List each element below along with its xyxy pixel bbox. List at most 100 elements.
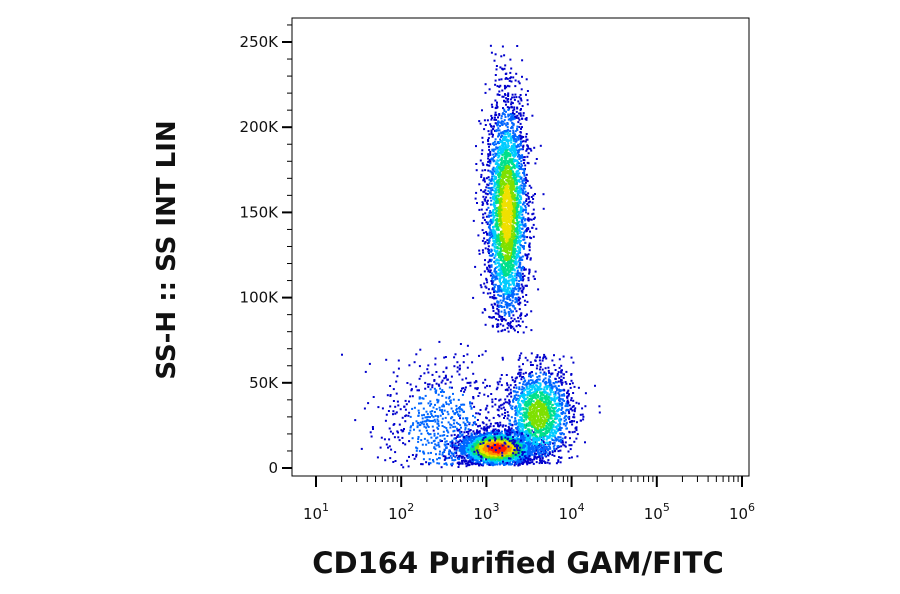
event-dot-p0	[500, 162, 503, 164]
event-dot-p0	[482, 179, 485, 182]
event-dot-p1	[540, 438, 543, 441]
event-dot-p0	[511, 279, 514, 282]
event-dot-p0	[506, 185, 509, 188]
event-dot-p0	[516, 187, 518, 190]
event-dot-p0	[479, 122, 482, 125]
event-dot-p0	[508, 290, 511, 293]
event-dot-p1	[548, 451, 551, 454]
event-dot-p0	[512, 227, 515, 230]
event-dot-p0	[492, 186, 495, 189]
event-dot-p0	[515, 262, 518, 265]
event-dot-p0	[511, 118, 514, 121]
event-dot-p0	[497, 159, 500, 162]
event-dot-p0	[502, 212, 505, 215]
event-dot-p0	[517, 197, 520, 200]
event-dot-p0	[496, 214, 499, 217]
event-dot-p0	[519, 325, 522, 328]
event-dot-p0	[496, 201, 499, 204]
event-dot-p0	[497, 288, 500, 291]
event-dot-p0	[517, 80, 520, 83]
event-dot-p0	[498, 206, 501, 208]
event-dot-p0	[513, 215, 516, 217]
event-dot-p0	[511, 196, 514, 199]
event-dot-p0	[496, 325, 499, 328]
event-dot-p0	[521, 154, 524, 157]
event-dot-p0	[518, 220, 521, 223]
event-dot-p0	[489, 180, 492, 182]
event-dot-p0	[488, 145, 490, 148]
event-dot-p0	[519, 235, 522, 238]
event-dot-p1	[503, 417, 505, 419]
event-dot-p0	[525, 313, 528, 316]
event-dot-p0	[502, 274, 505, 277]
event-dot-p0	[517, 324, 520, 326]
event-dot-p0	[518, 301, 521, 304]
event-dot-p0	[511, 251, 513, 254]
event-dot-p1	[458, 449, 461, 452]
event-dot-p0	[528, 249, 531, 252]
event-dot-p0	[487, 270, 490, 273]
event-dot-p1	[451, 442, 454, 445]
event-dot-p0	[506, 126, 509, 129]
event-dot-p0	[515, 297, 518, 300]
event-dot-p0	[507, 181, 510, 184]
event-dot-p0	[517, 260, 520, 263]
event-dot-p1	[513, 434, 516, 437]
event-dot-p0	[521, 105, 524, 107]
event-dot-p0	[521, 148, 524, 151]
event-dot-p0	[524, 209, 527, 211]
event-dot-p0	[521, 217, 524, 220]
event-dot-p0	[514, 79, 517, 82]
event-dot-p0	[493, 242, 496, 245]
event-dot-p0	[494, 208, 497, 211]
event-dot-p1	[511, 423, 514, 426]
event-dot-p0	[493, 184, 496, 187]
event-dot-p0	[516, 269, 519, 272]
event-dot-p0	[502, 181, 505, 184]
event-dot-p1	[499, 460, 501, 463]
event-dot-p0	[514, 244, 517, 247]
event-dot-p0	[500, 136, 502, 139]
event-dot-p0	[507, 115, 510, 118]
event-dot-p0	[499, 274, 502, 277]
event-dot-p1	[473, 459, 476, 462]
event-dot-p1	[491, 459, 494, 462]
event-dot-p1	[483, 460, 486, 463]
event-dot-p0	[503, 220, 506, 223]
event-dot-p0	[542, 207, 545, 210]
event-dot-p0	[515, 212, 518, 215]
event-dot-p0	[501, 227, 504, 230]
event-dot-p0	[503, 241, 506, 244]
event-dot-p0	[489, 153, 492, 156]
event-dot-p0	[512, 277, 515, 280]
event-dot-p0	[520, 213, 523, 216]
event-dot-p0	[481, 162, 484, 165]
event-dot-p0	[511, 234, 514, 237]
event-dot-p0	[514, 115, 517, 118]
event-dot-p0	[500, 330, 503, 333]
event-dot-p1	[504, 461, 507, 464]
event-dot-p1	[527, 461, 530, 464]
event-dot-p0	[480, 208, 483, 211]
event-dot-p0	[496, 265, 499, 268]
event-dot-p0	[493, 201, 496, 204]
event-dot-p0	[483, 263, 486, 266]
event-dot-p0	[499, 172, 502, 175]
event-dot-p0	[502, 208, 505, 210]
event-dot-p0	[518, 246, 521, 249]
event-dot-p0	[506, 146, 509, 149]
event-dot-p0	[519, 97, 522, 100]
event-dot-p0	[508, 307, 511, 310]
event-dot-p0	[481, 109, 483, 112]
event-dot-p0	[500, 208, 503, 211]
event-dot-p0	[497, 120, 500, 123]
event-dot-p0	[503, 119, 506, 122]
event-dot-p1	[480, 441, 483, 444]
event-dot-p0	[509, 242, 512, 245]
event-dot-p1	[469, 456, 472, 459]
event-dot-p0	[498, 294, 501, 297]
event-dot-p0	[505, 189, 508, 191]
event-dot-p0	[497, 199, 500, 202]
event-dot-p1	[508, 463, 510, 466]
event-dot-p0	[518, 266, 521, 269]
